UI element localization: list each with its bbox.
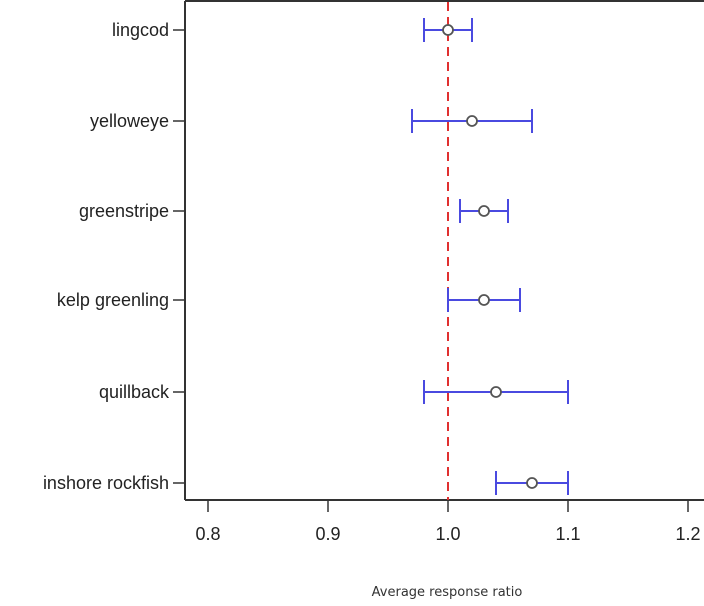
x-tick-label: 0.9: [315, 524, 340, 544]
x-tick-label: 1.0: [435, 524, 460, 544]
mean-point: [466, 115, 478, 127]
category-label: greenstripe: [79, 201, 169, 221]
x-tick-label: 0.8: [195, 524, 220, 544]
x-axis-title: Average response ratio: [372, 585, 523, 600]
category-label: quillback: [99, 382, 170, 402]
mean-point: [442, 24, 454, 36]
mean-point: [490, 386, 502, 398]
category-label: lingcod: [112, 20, 169, 40]
mean-point: [478, 205, 490, 217]
x-tick-label: 1.2: [675, 524, 700, 544]
mean-point: [478, 294, 490, 306]
category-label: yelloweye: [90, 111, 169, 131]
category-label: inshore rockfish: [43, 473, 169, 493]
category-label: kelp greenling: [57, 290, 169, 310]
mean-point: [526, 477, 538, 489]
x-tick-label: 1.1: [555, 524, 580, 544]
plot-area: 0.8 0.9 1.0 1.1 1.2 lingcod yelloweye greenstri…: [43, 0, 704, 544]
